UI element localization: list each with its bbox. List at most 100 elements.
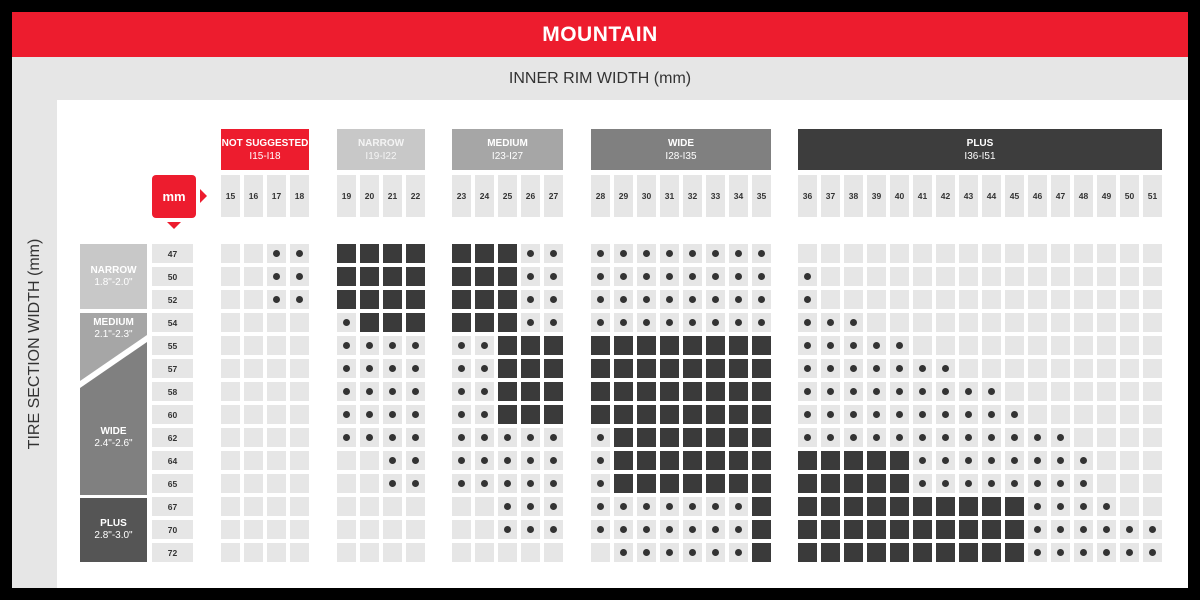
dot-mark: [689, 319, 696, 326]
cell-empty: [1074, 290, 1093, 309]
rim-group-label: NOT SUGGESTED: [221, 137, 309, 149]
cell-empty: [1005, 290, 1024, 309]
rim-group-label: NARROW: [357, 137, 405, 149]
dot-mark: [873, 388, 880, 395]
dot-mark: [850, 342, 857, 349]
cell-dot: [890, 359, 909, 378]
cell-dot: [406, 428, 425, 447]
cell-filled: [959, 543, 978, 562]
cell-dot: [591, 497, 610, 516]
dot-mark: [804, 365, 811, 372]
cell-empty: [982, 290, 1001, 309]
dot-mark: [597, 250, 604, 257]
dot-mark: [597, 319, 604, 326]
dot-mark: [412, 434, 419, 441]
cell-filled: [752, 336, 771, 355]
cell-empty: [221, 313, 240, 332]
dot-mark: [712, 526, 719, 533]
dot-mark: [1057, 503, 1064, 510]
cell-dot: [660, 520, 679, 539]
dot-mark: [942, 411, 949, 418]
cell-empty: [1143, 244, 1162, 263]
cell-dot: [683, 267, 702, 286]
cell-dot: [936, 451, 955, 470]
cell-empty: [982, 359, 1001, 378]
cell-filled: [798, 474, 817, 493]
cell-dot: [452, 359, 471, 378]
cell-dot: [752, 313, 771, 332]
dot-mark: [666, 526, 673, 533]
cell-filled: [660, 474, 679, 493]
dot-mark: [481, 342, 488, 349]
cell-empty: [1097, 290, 1116, 309]
dot-mark: [1103, 503, 1110, 510]
cell-dot: [614, 244, 633, 263]
cell-filled: [844, 497, 863, 516]
cell-empty: [1097, 405, 1116, 424]
cell-dot: [614, 543, 633, 562]
cell-dot: [614, 267, 633, 286]
cell-filled: [544, 359, 563, 378]
cell-dot: [591, 290, 610, 309]
cell-dot: [1120, 520, 1139, 539]
dot-mark: [896, 411, 903, 418]
cell-filled: [821, 543, 840, 562]
cell-dot: [360, 405, 379, 424]
cell-empty: [221, 543, 240, 562]
dot-mark: [504, 480, 511, 487]
cell-empty: [244, 290, 263, 309]
dot-mark: [643, 273, 650, 280]
dot-mark: [458, 434, 465, 441]
cell-empty: [290, 451, 309, 470]
cell-dot: [498, 520, 517, 539]
cell-empty: [1097, 382, 1116, 401]
dot-mark: [527, 250, 534, 257]
column-header: 16: [244, 175, 263, 217]
y-axis-title-strip: TIRE SECTION WIDTH (mm): [12, 100, 57, 588]
cell-empty: [290, 543, 309, 562]
cell-dot: [1051, 451, 1070, 470]
cell-dot: [544, 520, 563, 539]
cell-filled: [752, 405, 771, 424]
cell-dot: [498, 474, 517, 493]
cell-empty: [1143, 313, 1162, 332]
column-header: 17: [267, 175, 286, 217]
dot-mark: [366, 388, 373, 395]
cell-empty: [244, 520, 263, 539]
dot-mark: [620, 296, 627, 303]
cell-dot: [1028, 543, 1047, 562]
cell-dot: [544, 313, 563, 332]
cell-dot: [660, 313, 679, 332]
cell-dot: [360, 359, 379, 378]
cell-dot: [521, 520, 540, 539]
cell-empty: [1074, 359, 1093, 378]
cell-empty: [290, 405, 309, 424]
row-header: 65: [152, 474, 193, 493]
cell-filled: [360, 267, 379, 286]
cell-filled: [660, 428, 679, 447]
column-header: 46: [1028, 175, 1047, 217]
cell-filled: [683, 451, 702, 470]
dot-mark: [965, 457, 972, 464]
cell-empty: [1097, 313, 1116, 332]
cell-filled: [544, 405, 563, 424]
cell-dot: [959, 451, 978, 470]
cell-empty: [337, 543, 356, 562]
cell-empty: [406, 497, 425, 516]
dot-mark: [550, 503, 557, 510]
cell-dot: [475, 428, 494, 447]
cell-dot: [821, 382, 840, 401]
cell-dot: [913, 451, 932, 470]
cell-empty: [1051, 313, 1070, 332]
dot-mark: [1034, 434, 1041, 441]
cell-dot: [498, 428, 517, 447]
dot-mark: [527, 434, 534, 441]
cell-empty: [1074, 336, 1093, 355]
cell-empty: [290, 497, 309, 516]
cell-filled: [498, 382, 517, 401]
dot-mark: [458, 365, 465, 372]
cell-filled: [867, 497, 886, 516]
cell-dot: [890, 382, 909, 401]
cell-filled: [475, 267, 494, 286]
dot-mark: [965, 411, 972, 418]
